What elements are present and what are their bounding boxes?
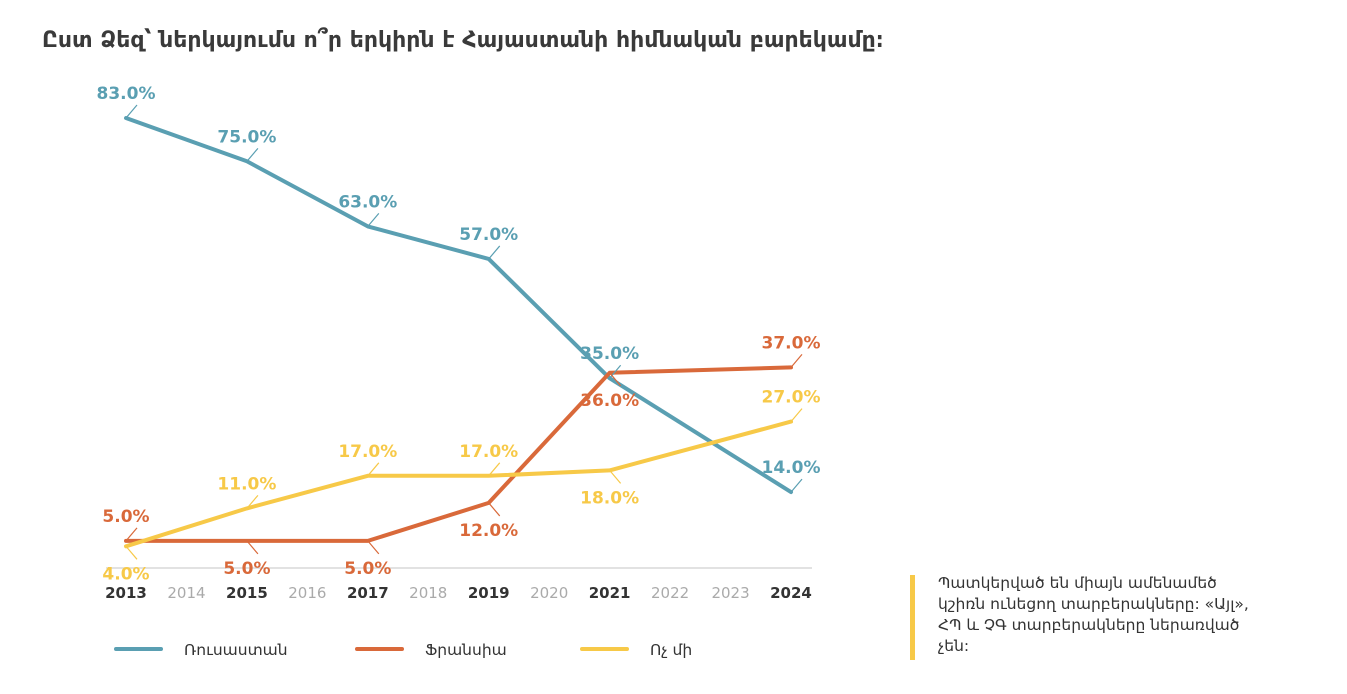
legend-label: Ռուսաստան	[184, 641, 288, 659]
data-label: 75.0%	[217, 127, 276, 147]
data-label: 17.0%	[459, 442, 518, 462]
data-label: 83.0%	[97, 84, 156, 104]
data-label: 5.0%	[344, 559, 391, 579]
x-tick-label: 2019	[468, 584, 510, 602]
series-line-1	[124, 365, 793, 543]
data-label-leader	[488, 502, 501, 517]
data-label: 18.0%	[580, 488, 639, 508]
data-label-leader	[367, 462, 380, 477]
data-label: 4.0%	[102, 564, 149, 584]
data-label-leader	[125, 104, 138, 119]
legend-label: Ոչ մի	[650, 641, 692, 659]
x-tick-label: 2013	[105, 584, 147, 602]
data-label: 37.0%	[762, 333, 821, 353]
data-label-leader	[246, 147, 259, 162]
data-label: 5.0%	[102, 507, 149, 527]
data-label: 11.0%	[217, 474, 276, 494]
data-label-leader	[125, 527, 138, 542]
note-accent-bar	[910, 575, 915, 660]
data-label-leader	[125, 545, 138, 560]
data-label-leader	[609, 470, 622, 484]
series-line-0	[124, 116, 793, 495]
data-label-leader	[609, 364, 622, 379]
data-label: 12.0%	[459, 521, 518, 541]
x-tick-label: 2015	[226, 584, 268, 602]
data-label: 57.0%	[459, 225, 518, 245]
x-tick-label: 2018	[409, 584, 447, 602]
data-label-leader	[790, 478, 803, 493]
data-label: 14.0%	[762, 458, 821, 478]
data-label-leader	[609, 372, 622, 387]
series-line-2	[124, 419, 793, 549]
data-label-leader	[367, 540, 380, 555]
data-label: 17.0%	[338, 442, 397, 462]
data-label: 27.0%	[762, 388, 821, 408]
data-label-leader	[790, 353, 803, 368]
x-tick-label: 2020	[530, 584, 568, 602]
data-label: 63.0%	[338, 192, 397, 212]
x-tick-label: 2023	[711, 584, 749, 602]
x-tick-label: 2014	[167, 584, 205, 602]
data-label-leader	[488, 245, 501, 260]
data-label: 5.0%	[223, 559, 270, 579]
x-tick-label: 2022	[651, 584, 689, 602]
chart-title: Ըստ Ձեզ՝ ներկայումս ո՞ր երկիրն է Հայաստա…	[42, 28, 884, 53]
data-label: 35.0%	[580, 344, 639, 364]
x-tick-label: 2016	[288, 584, 326, 602]
data-label-leader	[246, 494, 259, 509]
data-label: 36.0%	[580, 391, 639, 411]
data-label-leader	[246, 540, 259, 555]
data-label-leader	[790, 408, 803, 422]
x-tick-label: 2017	[347, 584, 389, 602]
legend-label: Ֆրանսիա	[425, 641, 507, 659]
data-label-leader	[488, 462, 501, 477]
footnote: Պատկերված են միայն ամենամեծ կշիռն ունեցո…	[938, 574, 1249, 655]
x-tick-label: 2024	[770, 584, 812, 602]
data-label-leader	[367, 213, 380, 227]
x-tick-label: 2021	[589, 584, 631, 602]
